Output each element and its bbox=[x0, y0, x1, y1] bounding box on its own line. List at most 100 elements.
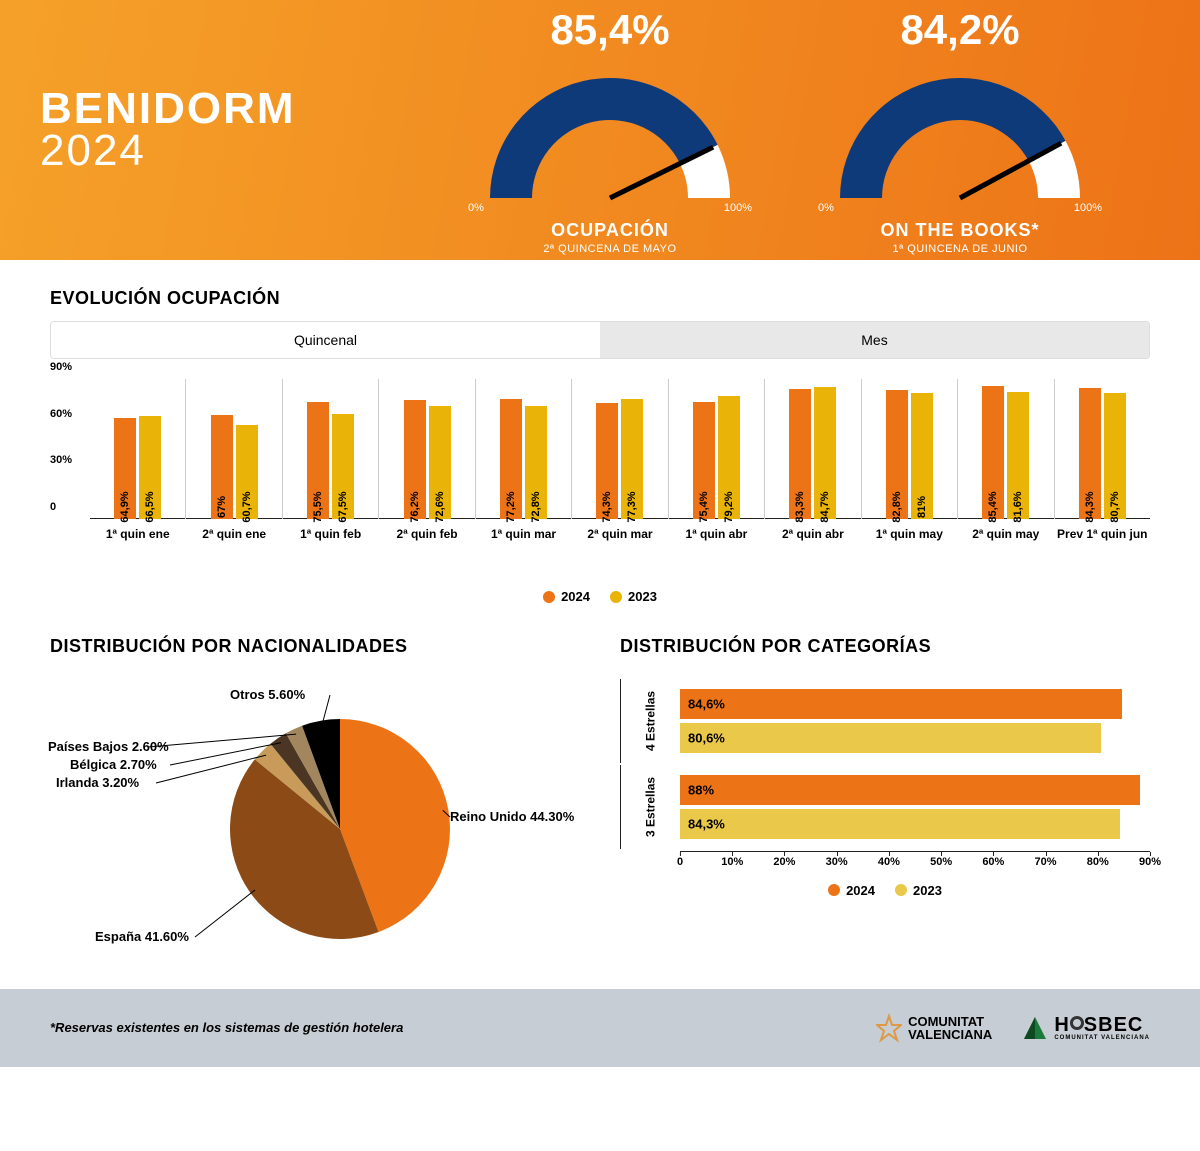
bar-value: 77,3% bbox=[626, 491, 638, 522]
logo2-rest: SBEC bbox=[1084, 1014, 1144, 1036]
bar-group: 82,8%81%1ª quin may bbox=[862, 379, 958, 519]
gauge: 84,2% 0%100% ON THE BOOKS* 1ª QUINCENA D… bbox=[800, 6, 1120, 255]
bar-value: 81,6% bbox=[1012, 491, 1024, 522]
legend-item: 2023 bbox=[895, 883, 942, 898]
bar-group: 77,2%72,8%1ª quin mar bbox=[476, 379, 572, 519]
bar-group: 67%60,7%2ª quin ene bbox=[186, 379, 282, 519]
bar-group: 84,3%80,7%Prev 1ª quin jun bbox=[1055, 379, 1150, 519]
bar: 81% bbox=[911, 393, 933, 519]
category-label: 1ª quin ene bbox=[90, 519, 185, 541]
bar-group: 76,2%72,6%2ª quin feb bbox=[379, 379, 475, 519]
tab-quincenal[interactable]: Quincenal bbox=[51, 322, 600, 358]
category-label: Prev 1ª quin jun bbox=[1055, 519, 1150, 541]
category-label: 1ª quin mar bbox=[476, 519, 571, 541]
bar-value: 79,2% bbox=[723, 491, 735, 522]
bar: 74,3% bbox=[596, 403, 618, 519]
evolution-legend: 2024 2023 bbox=[50, 589, 1150, 606]
bar-group: 83,3%84,7%2ª quin abr bbox=[765, 379, 861, 519]
logo1-line1: COMUNITAT bbox=[908, 1015, 992, 1028]
tab-mes[interactable]: Mes bbox=[600, 322, 1149, 358]
logo1-line2: VALENCIANA bbox=[908, 1028, 992, 1041]
bar-value: 84,7% bbox=[819, 491, 831, 522]
legend-label: 2023 bbox=[628, 589, 657, 604]
bar-value: 67,5% bbox=[337, 491, 349, 522]
bar-group: 74,3%77,3%2ª quin mar bbox=[572, 379, 668, 519]
bar: 64,9% bbox=[114, 418, 136, 519]
bar-value: 74,3% bbox=[601, 491, 613, 522]
gauge-label: OCUPACIÓN bbox=[450, 220, 770, 241]
gauge-max: 100% bbox=[1074, 202, 1102, 214]
gauge: 85,4% 0%100% OCUPACIÓN 2ª QUINCENA DE MA… bbox=[450, 6, 770, 255]
bar: 85,4% bbox=[982, 386, 1004, 519]
hbar: 84,3% bbox=[680, 809, 1120, 839]
x-tick: 50% bbox=[930, 856, 952, 868]
bar-value: 80,7% bbox=[1109, 491, 1121, 522]
bar-value: 77,2% bbox=[505, 491, 517, 522]
legend-item: 2024 bbox=[828, 883, 875, 898]
hbar-value: 88% bbox=[688, 782, 714, 797]
bar-group: 85,4%81,6%2ª quin may bbox=[958, 379, 1054, 519]
gauge-label: ON THE BOOKS* bbox=[800, 220, 1120, 241]
bar: 83,3% bbox=[789, 389, 811, 519]
x-tick: 20% bbox=[773, 856, 795, 868]
bar-value: 64,9% bbox=[119, 491, 131, 522]
bar-value: 60,7% bbox=[241, 491, 253, 522]
bar-group: 75,4%79,2%1ª quin abr bbox=[669, 379, 765, 519]
hbar-value: 84,3% bbox=[688, 816, 725, 831]
bar: 80,7% bbox=[1104, 393, 1126, 519]
hbar: 84,6% bbox=[680, 689, 1122, 719]
category-label: 1ª quin may bbox=[862, 519, 957, 541]
legend-item: 2024 bbox=[543, 589, 590, 604]
bar: 67,5% bbox=[332, 414, 354, 519]
bottom-row: DISTRIBUCIÓN POR NACIONALIDADES Reino Un… bbox=[50, 636, 1150, 969]
gauge-min: 0% bbox=[818, 202, 834, 214]
logo-hosbec: HSBEC COMUNITAT VALENCIANA bbox=[1022, 1015, 1150, 1041]
gauge-sub: 2ª QUINCENA DE MAYO bbox=[450, 243, 770, 255]
bar-value: 67% bbox=[216, 496, 228, 518]
categories-title: DISTRIBUCIÓN POR CATEGORÍAS bbox=[620, 636, 1150, 657]
x-tick: 0 bbox=[677, 856, 683, 868]
bar: 82,8% bbox=[886, 390, 908, 519]
category-label: 2ª quin mar bbox=[572, 519, 667, 541]
pie-label: Irlanda 3.20% bbox=[56, 775, 139, 790]
categories-legend: 2024 2023 bbox=[620, 883, 1150, 900]
category-label: 1ª quin abr bbox=[669, 519, 764, 541]
y-tick: 90% bbox=[50, 361, 72, 373]
y-tick: 0 bbox=[50, 501, 56, 513]
hbar-category: 4 Estrellas bbox=[620, 679, 680, 763]
logos: COMUNITAT VALENCIANA HSBEC COMUNITAT VAL… bbox=[876, 1013, 1150, 1043]
hbar-axis: 010%20%30%40%50%60%70%80%90% bbox=[680, 851, 1150, 875]
pie-chart: Reino Unido 44.30%España 41.60%Irlanda 3… bbox=[50, 669, 580, 969]
bar: 66,5% bbox=[139, 416, 161, 519]
legend-label: 2023 bbox=[913, 883, 942, 898]
bar-value: 66,5% bbox=[144, 491, 156, 522]
gauge-max: 100% bbox=[724, 202, 752, 214]
logo2-sub: COMUNITAT VALENCIANA bbox=[1054, 1035, 1150, 1041]
x-tick: 30% bbox=[826, 856, 848, 868]
category-label: 1ª quin feb bbox=[283, 519, 378, 541]
legend-label: 2024 bbox=[561, 589, 590, 604]
pie-label: España 41.60% bbox=[95, 929, 189, 944]
bar-value: 72,8% bbox=[530, 491, 542, 522]
header: BENIDORM 2024 85,4% 0%100% OCUPACIÓN 2ª … bbox=[0, 0, 1200, 260]
hbar-group: 4 Estrellas84,6%80,6% bbox=[620, 679, 1150, 763]
bar: 75,4% bbox=[693, 402, 715, 519]
bar: 79,2% bbox=[718, 396, 740, 519]
category-label: 2ª quin feb bbox=[379, 519, 474, 541]
gauges: 85,4% 0% 100% OCUPACIÓN 2ª QUINCENA DE MA… bbox=[410, 6, 1160, 255]
logo-comunitat: COMUNITAT VALENCIANA bbox=[876, 1013, 992, 1043]
bar-value: 82,8% bbox=[891, 491, 903, 522]
triangle-icon bbox=[1022, 1015, 1048, 1041]
y-tick: 30% bbox=[50, 454, 72, 466]
bar-value: 76,2% bbox=[409, 491, 421, 522]
bar-value: 72,6% bbox=[434, 491, 446, 522]
footer: *Reservas existentes en los sistemas de … bbox=[0, 989, 1200, 1067]
hbar-group: 3 Estrellas88%84,3% bbox=[620, 765, 1150, 849]
star-icon bbox=[876, 1013, 902, 1043]
bar-value: 84,3% bbox=[1084, 491, 1096, 522]
legend-item: 2023 bbox=[610, 589, 657, 604]
bar-value: 75,4% bbox=[698, 491, 710, 522]
gauge-percent: 85,4% bbox=[450, 6, 770, 54]
bar: 72,6% bbox=[429, 406, 451, 519]
category-label: 2ª quin ene bbox=[186, 519, 281, 541]
